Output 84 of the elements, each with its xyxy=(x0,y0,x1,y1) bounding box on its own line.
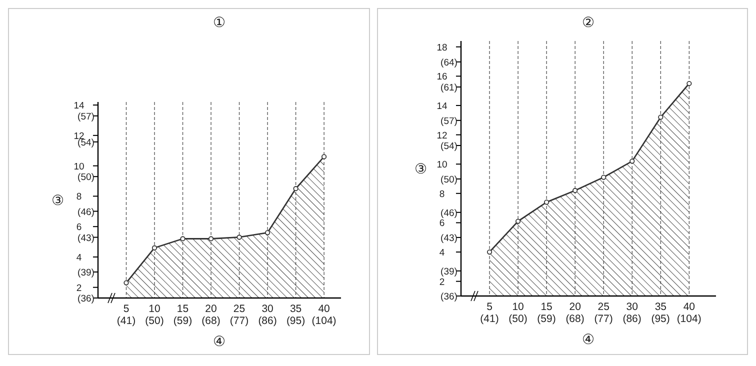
x-tick-label: 20 xyxy=(569,301,582,313)
point xyxy=(544,200,550,205)
y2-tick-label: (54) xyxy=(440,141,458,152)
y2-tick-label: (39) xyxy=(78,267,94,278)
point xyxy=(686,80,692,86)
x2-tick-label: (104) xyxy=(312,315,336,327)
y-tick-label: 2 xyxy=(439,276,445,288)
x2-tick-label: (59) xyxy=(537,313,556,325)
y-tick-label: 12 xyxy=(436,130,448,142)
point xyxy=(658,114,664,120)
x-tick-label: 10 xyxy=(148,303,161,315)
x-tick-label: 35 xyxy=(654,301,667,313)
y2-tick-label: (61) xyxy=(440,82,458,94)
point xyxy=(180,236,186,242)
y2-tick-label: (50) xyxy=(440,174,458,186)
point xyxy=(321,154,327,160)
x2-tick-label: (77) xyxy=(230,315,249,327)
x2-tick-label: (59) xyxy=(173,315,192,327)
chart-title: ② xyxy=(582,14,595,30)
y-tick-label: 6 xyxy=(439,218,445,230)
y-tick-label: 8 xyxy=(439,188,445,200)
x2-tick-label: (86) xyxy=(622,313,642,325)
y-tick-label: 14 xyxy=(74,100,84,112)
x-tick-label: 35 xyxy=(290,303,302,315)
y-tick-label: 10 xyxy=(74,161,84,172)
point xyxy=(124,280,129,286)
x-tick-label: 40 xyxy=(318,303,330,315)
chart-title: ① xyxy=(213,14,226,30)
y2-tick-label: (43) xyxy=(440,232,458,244)
x2-tick-label: (77) xyxy=(594,313,613,325)
point xyxy=(236,234,242,240)
point xyxy=(152,245,158,250)
x2-tick-label: (95) xyxy=(651,313,670,325)
y-tick-label: 14 xyxy=(436,100,448,112)
y2-tick-label: (46) xyxy=(78,206,94,218)
x2-tick-label: (68) xyxy=(202,315,220,327)
x-tick-label: 5 xyxy=(123,303,130,315)
y-axis-title: ③ xyxy=(414,160,428,176)
y2-tick-label: (64) xyxy=(440,57,458,68)
x2-tick-label: (50) xyxy=(508,313,528,325)
x-axis-title: ④ xyxy=(213,333,226,349)
y-tick-label: 6 xyxy=(76,222,82,234)
y-tick-label: 16 xyxy=(436,72,448,83)
y2-tick-label: (57) xyxy=(78,111,94,122)
y-axis-title: ③ xyxy=(52,192,64,208)
point xyxy=(630,158,635,164)
y2-tick-label: (36) xyxy=(440,292,458,302)
point xyxy=(486,249,492,255)
y2-tick-label: (46) xyxy=(440,208,458,219)
y2-tick-label: (57) xyxy=(440,116,458,127)
point xyxy=(293,186,298,192)
x-tick-label: 30 xyxy=(626,301,638,313)
point xyxy=(515,218,521,224)
x2-tick-label: (50) xyxy=(145,315,164,327)
x2-tick-label: (95) xyxy=(286,315,306,327)
x-tick-label: 5 xyxy=(486,301,493,313)
x-tick-label: 40 xyxy=(683,301,696,313)
x-tick-label: 25 xyxy=(598,301,610,313)
point xyxy=(264,230,270,236)
x-tick-label: 30 xyxy=(262,303,274,315)
x-tick-label: 10 xyxy=(512,301,524,313)
y-tick-label: 4 xyxy=(76,252,82,264)
point xyxy=(208,236,214,242)
x2-tick-label: (68) xyxy=(566,313,584,325)
x-tick-label: 15 xyxy=(540,301,553,313)
point xyxy=(601,174,606,180)
point xyxy=(572,188,578,194)
y2-tick-label: (50) xyxy=(78,172,94,184)
y-tick-label: 8 xyxy=(76,192,82,203)
x-tick-label: 25 xyxy=(233,303,246,315)
y2-tick-label: (36) xyxy=(78,294,94,304)
y2-tick-label: (43) xyxy=(78,232,94,244)
x2-tick-label: (104) xyxy=(676,313,702,325)
y-tick-label: 10 xyxy=(436,160,448,171)
x-tick-label: 15 xyxy=(176,303,189,315)
x-tick-label: 20 xyxy=(205,303,218,315)
x2-tick-label: (41) xyxy=(116,315,136,327)
x2-tick-label: (86) xyxy=(258,315,277,327)
y-tick-label: 2 xyxy=(76,282,82,294)
y-tick-label: 18 xyxy=(436,42,448,54)
y2-tick-label: (39) xyxy=(440,266,458,278)
x2-tick-label: (41) xyxy=(480,313,499,325)
x-axis-title: ④ xyxy=(582,331,595,347)
y-tick-label: 4 xyxy=(439,248,445,259)
